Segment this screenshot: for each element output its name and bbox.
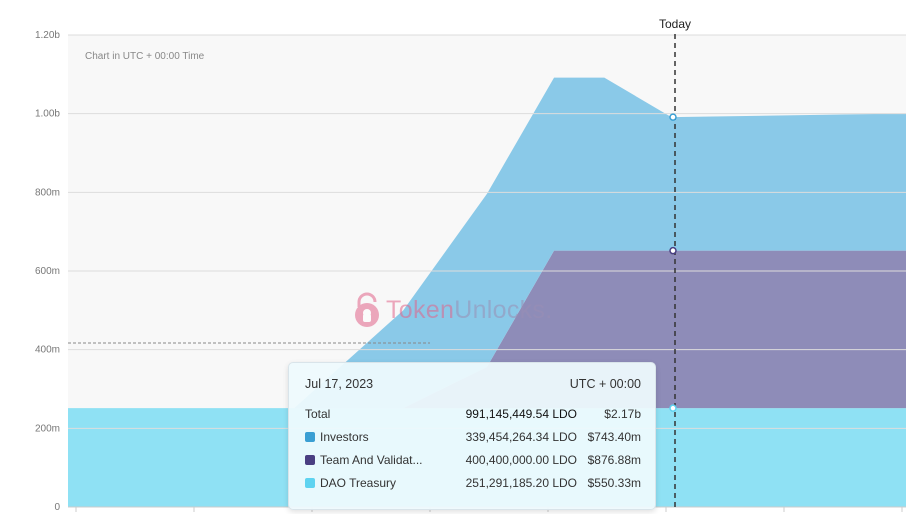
y-tick-label: 600m: [35, 266, 60, 277]
y-tick-label: 800m: [35, 187, 60, 198]
tooltip-header: Jul 17, 2023 UTC + 00:00: [289, 363, 655, 391]
y-tick-label: 1.00b: [35, 109, 60, 120]
today-point-marker: [669, 404, 677, 412]
tooltip-row-usd: $743.40m: [587, 430, 641, 444]
area-investors: [68, 77, 906, 409]
tooltip-row-amount: 251,291,185.20 LDO: [465, 476, 577, 490]
today-point-marker: [669, 246, 677, 255]
tooltip-row-name: DAO Treasury: [320, 476, 397, 490]
team-swatch: [305, 455, 315, 465]
tooltip-row-name: Total: [305, 407, 331, 421]
investors-swatch: [305, 432, 315, 442]
tooltip-row-team: Team And Validat... 400,400,000.00 LDO $…: [305, 451, 641, 469]
tooltip-row-name: Investors: [320, 430, 369, 444]
tooltip-date: Jul 17, 2023: [305, 377, 374, 391]
chart-tooltip: Jul 17, 2023 UTC + 00:00 Total 991,145,4…: [288, 362, 656, 510]
tooltip-row-usd: $876.88m: [587, 453, 641, 467]
tooltip-row-dao: DAO Treasury 251,291,185.20 LDO $550.33m: [305, 474, 641, 492]
dao-swatch: [305, 478, 315, 488]
today-point-marker: [669, 113, 677, 121]
y-tick-label: 400m: [35, 345, 60, 356]
chart-timezone-note: Chart in UTC + 00:00 Time: [85, 51, 205, 62]
tooltip-row-usd: $2.17b: [604, 407, 641, 421]
tooltip-row-name: Team And Validat...: [320, 453, 423, 467]
today-label: Today: [659, 17, 691, 31]
tooltip-row-amount: 991,145,449.54 LDO: [465, 407, 577, 421]
y-tick-label: 1.20b: [35, 30, 60, 41]
y-tick-label: 0: [54, 502, 60, 513]
tooltip-timezone: UTC + 00:00: [569, 377, 641, 391]
area-team-and-validat: [68, 250, 906, 409]
tooltip-row-amount: 339,454,264.34 LDO: [465, 430, 577, 444]
y-tick-label: 200m: [35, 423, 60, 434]
tooltip-row-total: Total 991,145,449.54 LDO $2.17b: [305, 405, 641, 423]
tooltip-row-usd: $550.33m: [587, 476, 641, 490]
tooltip-row-amount: 400,400,000.00 LDO: [465, 453, 577, 467]
tooltip-row-investors: Investors 339,454,264.34 LDO $743.40m: [305, 428, 641, 446]
